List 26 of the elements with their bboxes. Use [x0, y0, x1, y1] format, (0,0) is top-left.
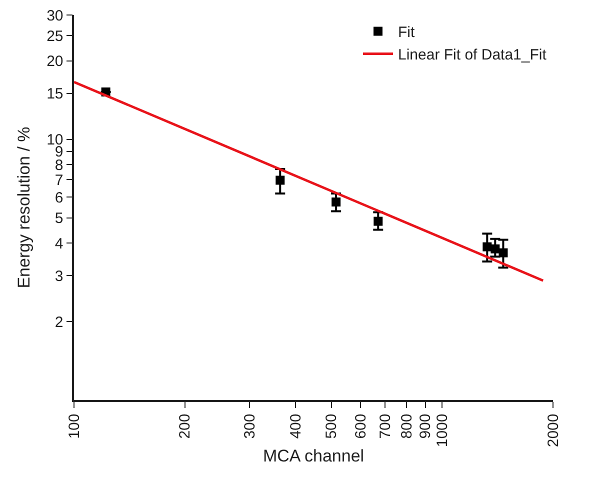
y-tick-label: 6 — [54, 189, 64, 206]
legend-label: Fit — [398, 24, 416, 42]
x-tick-label: 700 — [377, 414, 394, 439]
legend-label: Linear Fit of Data1_Fit — [398, 46, 548, 64]
y-tick-label: 7 — [54, 172, 64, 189]
x-tick-label: 1000 — [434, 414, 452, 448]
x-tick-label: 500 — [323, 414, 340, 439]
x-tick-label: 600 — [352, 414, 370, 439]
x-axis-title: MCA channel — [262, 446, 364, 466]
x-tick-label: 200 — [176, 414, 194, 439]
x-tick-label: 100 — [66, 414, 83, 439]
x-tick-label: 300 — [242, 414, 259, 439]
x-tick-label: 400 — [288, 414, 305, 439]
y-axis-title: Energy resolution / % — [14, 126, 34, 288]
y-tick-label: 25 — [46, 28, 64, 45]
y-tick-label: 5 — [54, 210, 64, 228]
x-tick-label: 900 — [417, 414, 434, 439]
y-tick-label: 3 — [54, 268, 64, 285]
y-tick-label: 20 — [46, 53, 64, 70]
y-tick-label: 30 — [46, 7, 64, 24]
y-tick-label: 2 — [54, 314, 64, 331]
y-tick-label: 15 — [46, 86, 64, 103]
y-tick-label: 8 — [54, 156, 64, 174]
x-tick-label: 2000 — [544, 414, 562, 448]
x-tick-label: 800 — [398, 414, 416, 439]
y-tick-label: 4 — [54, 235, 64, 252]
